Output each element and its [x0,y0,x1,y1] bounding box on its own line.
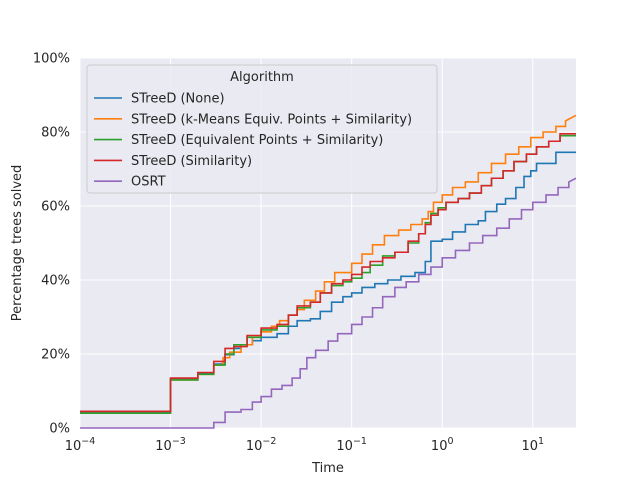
x-tick-label: 10−1 [336,436,367,454]
tick-labels: 0% 20% 40% 60% 80% 100% 10−4 10−3 10−2 10−1 100 101 [33,52,544,455]
x-tick-label: 10−2 [246,436,277,454]
legend-label-1: STreeD (k-Means Equiv. Points + Similari… [131,112,412,127]
legend-label-0: STreeD (None) [131,92,225,107]
x-axis-label: Time [311,461,344,476]
legend-items: STreeD (None) STreeD (k-Means Equiv. Poin… [94,92,412,190]
y-tick-label: 20% [41,348,70,363]
legend-label-3: STreeD (Similarity) [131,154,252,169]
x-tick-label: 10−4 [65,436,96,454]
y-tick-label: 60% [41,200,70,215]
legend-label-4: OSRT [131,175,166,190]
series-line-4 [80,177,576,429]
legend: Algorithm STreeD (None) STreeD (k-Means E… [86,64,438,194]
y-tick-label: 40% [41,274,70,289]
series-layer [80,114,576,429]
x-tick-label: 10−3 [155,436,186,454]
y-tick-label: 0% [49,422,70,437]
series-line-3 [80,133,576,413]
legend-box [86,64,438,194]
x-tick-label: 101 [521,436,544,454]
y-tick-label: 80% [41,126,70,141]
y-axis-label: Percentage trees solved [10,165,25,322]
x-tick-label: 100 [431,436,454,454]
y-tick-label: 100% [33,52,70,67]
legend-title: Algorithm [230,70,294,85]
legend-label-2: STreeD (Equivalent Points + Similarity) [131,133,383,148]
